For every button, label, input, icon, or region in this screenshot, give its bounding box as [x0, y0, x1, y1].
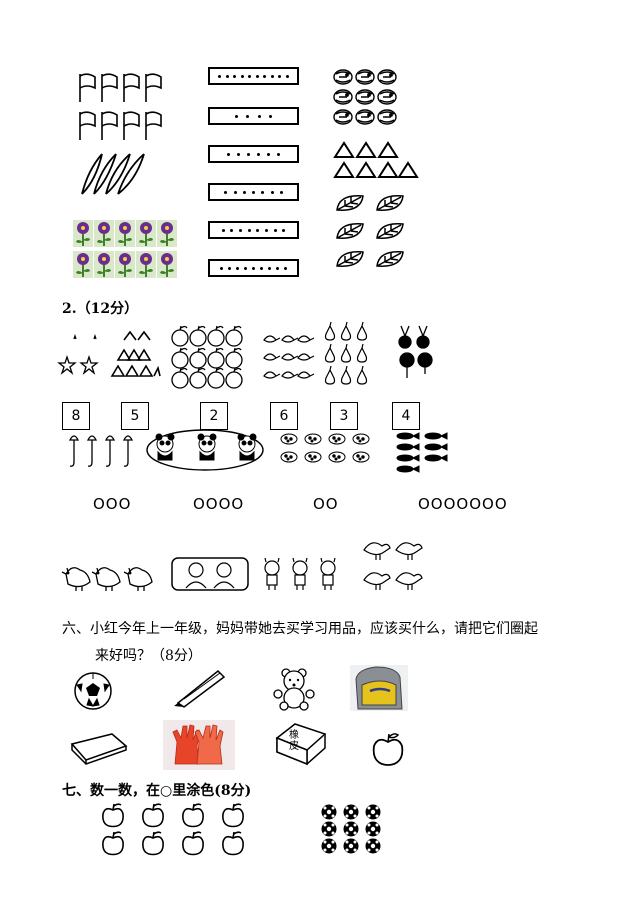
question-6-line-2: 来好吗？（8分） [95, 648, 202, 664]
mushrooms-picture [68, 435, 133, 467]
circle-group-2[interactable]: OOOO [193, 495, 245, 513]
pencil-icon[interactable] [172, 667, 227, 708]
bananas-picture [81, 153, 145, 195]
dot-box-3 [208, 145, 299, 163]
number-box-1: 8 [62, 402, 90, 430]
gloves-icon[interactable] [163, 720, 235, 770]
small-fruit-group-picture [263, 335, 315, 379]
circle-group-3[interactable]: OO [313, 495, 339, 513]
number-box-6: 4 [392, 402, 420, 430]
teddy-bear-icon[interactable] [272, 668, 320, 711]
dot-box-1 [208, 67, 299, 85]
question-6-line-1: 六、小红今年上一年级，妈妈带她去买学习用品，应该买什么，请把它们圈起 [62, 621, 538, 637]
dot-box-4 [208, 183, 299, 201]
pencil-case-icon[interactable] [70, 730, 128, 765]
apple-icon[interactable] [370, 732, 406, 768]
circle-group-1[interactable]: OOO [93, 495, 132, 513]
hens-picture [61, 567, 153, 592]
number-box-5: 3 [330, 402, 358, 430]
flags-picture [79, 73, 162, 141]
ladybugs-picture [280, 433, 370, 463]
number-box-2: 5 [121, 402, 149, 430]
circle-group-4[interactable]: OOOOOOO [418, 495, 508, 513]
eraser-icon[interactable] [275, 720, 327, 766]
flowers-picture [72, 219, 178, 279]
section-2-label: 2.（12分） [62, 301, 139, 317]
dot-box-2 [208, 107, 299, 125]
apples-count-picture [102, 803, 244, 856]
two-children-picture [171, 557, 249, 591]
pandas-picture [146, 429, 264, 471]
apples-grid-picture [171, 325, 243, 389]
leaves-picture [336, 195, 404, 267]
soccer-ball-icon[interactable] [73, 671, 113, 711]
dot-box-6 [208, 259, 299, 277]
birds-picture [363, 542, 423, 591]
number-box-4: 6 [270, 402, 298, 430]
question-7-heading: 七、数一数，在○里涂色(8分) [62, 783, 252, 799]
stars-picture [57, 333, 99, 375]
fish-column-picture [396, 432, 448, 473]
pigs-picture [264, 557, 336, 591]
radishes-picture [398, 325, 433, 378]
school-bag-icon[interactable] [350, 665, 408, 711]
dot-box-5 [208, 221, 299, 239]
pears-picture [324, 321, 368, 385]
triangles-picture [333, 141, 419, 178]
eraser-label: 橡皮 [289, 730, 299, 752]
triangle-pyramid-picture [110, 330, 161, 377]
fish-group-picture [333, 69, 397, 125]
number-box-3: 2 [200, 402, 228, 430]
balls-count-picture [321, 804, 381, 854]
